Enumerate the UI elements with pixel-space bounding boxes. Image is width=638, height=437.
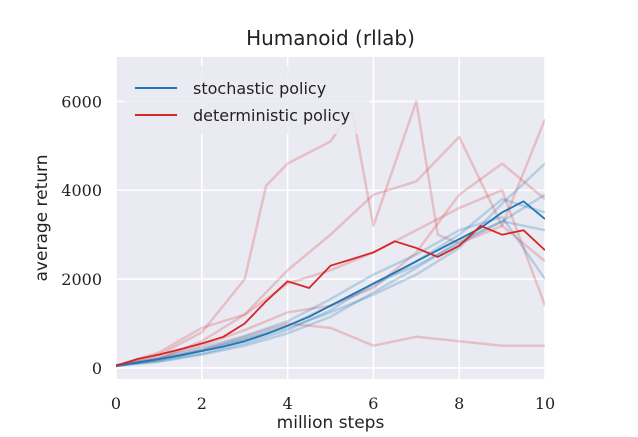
x-tick-label: 8 [454,394,464,413]
x-tick-label: 4 [283,394,293,413]
series-line-deterministic [116,224,545,367]
x-tick-labels: 0 2 4 6 8 10 [111,394,555,413]
x-tick-label: 10 [535,394,555,413]
x-axis-label: million steps [277,413,385,433]
y-tick-label: 0 [92,359,102,378]
y-tick-label: 2000 [61,270,102,289]
x-tick-label: 0 [111,394,121,413]
legend-label-stochastic: stochastic policy [193,79,326,98]
trial-line-stochastic [116,193,545,367]
trial-line-stochastic [116,220,545,367]
legend-box [124,66,370,134]
mean-lines [116,200,545,367]
legend: stochastic policy deterministic policy [124,66,370,134]
x-tick-label: 6 [368,394,378,413]
y-tick-label: 4000 [61,181,102,200]
legend-label-deterministic: deterministic policy [193,106,350,125]
trial-line-deterministic [116,188,545,368]
x-tick-label: 2 [197,394,207,413]
y-axis-label: average return [32,155,52,282]
y-tick-label: 6000 [61,92,102,111]
y-tick-labels: 0 2000 4000 6000 [61,92,102,377]
trial-line-stochastic [116,215,545,367]
chart-title: Humanoid (rllab) [246,26,415,50]
